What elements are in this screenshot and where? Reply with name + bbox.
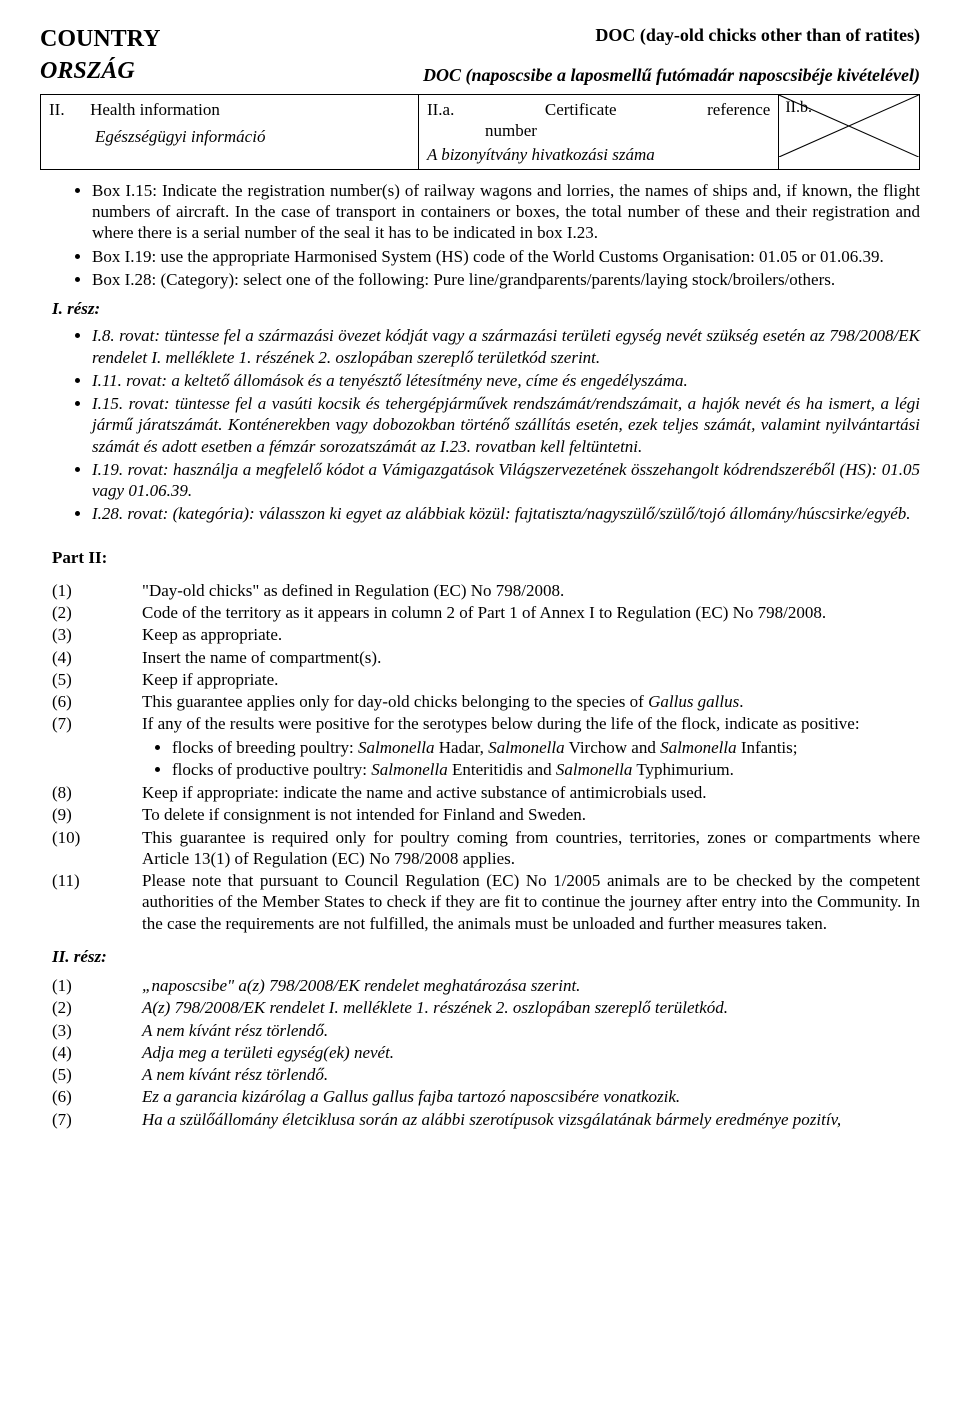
cert-hu: A bizonyítvány hivatkozási száma xyxy=(427,144,770,165)
part2-label: Part II: xyxy=(52,547,920,568)
num-val: This guarantee is required only for poul… xyxy=(142,827,920,870)
resz2-label: II. rész: xyxy=(52,946,920,967)
list-item: I.28. rovat: (kategória): válasszon ki e… xyxy=(92,503,920,524)
num-val: Insert the name of compartment(s). xyxy=(142,647,920,668)
banner-table: II. Health information Egészségügyi info… xyxy=(40,94,920,170)
list-item: Box I.19: use the appropriate Harmonised… xyxy=(92,246,920,267)
num-key: (4) xyxy=(52,1042,142,1063)
list-item: flocks of breeding poultry: Salmonella H… xyxy=(172,737,920,758)
health-info-en: Health information xyxy=(90,100,220,119)
num-val: „naposcsibe" a(z) 798/2008/EK rendelet m… xyxy=(142,975,920,996)
cert-word-3: number xyxy=(485,121,537,140)
num-val: Keep if appropriate: indicate the name a… xyxy=(142,782,920,803)
cert-word-2: reference xyxy=(707,99,770,120)
box-list-hu: I.8. rovat: tüntesse fel a származási öv… xyxy=(46,325,920,524)
num-key: (5) xyxy=(52,1064,142,1085)
banner-iib: II.b. xyxy=(779,95,920,170)
num-val: A nem kívánt rész törlendő. xyxy=(142,1064,920,1085)
ii-label: II. xyxy=(49,100,65,119)
list-item: I.11. rovat: a keltető állomások és a te… xyxy=(92,370,920,391)
num-key: (7) xyxy=(52,1109,142,1130)
num-val: Keep if appropriate. xyxy=(142,669,920,690)
num-key: (9) xyxy=(52,804,142,825)
num-val: A nem kívánt rész törlendő. xyxy=(142,1020,920,1041)
num-key: (6) xyxy=(52,691,142,712)
num-key: (10) xyxy=(52,827,142,870)
part2-block: (1)"Day-old chicks" as defined in Regula… xyxy=(46,580,920,934)
num-val: Adja meg a területi egység(ek) nevét. xyxy=(142,1042,920,1063)
doc-type-hu: DOC (naposcsibe a laposmellű futómadár n… xyxy=(423,64,920,87)
list-item: I.19. rovat: használja a megfelelő kódot… xyxy=(92,459,920,502)
num-val: If any of the results were positive for … xyxy=(142,713,920,734)
list-item: Box I.28: (Category): select one of the … xyxy=(92,269,920,290)
list-item: I.8. rovat: tüntesse fel a származási öv… xyxy=(92,325,920,368)
num-val: Please note that pursuant to Council Reg… xyxy=(142,870,920,934)
banner-cert: II.a. Certificate reference number A biz… xyxy=(418,95,778,170)
serotype-sublist: flocks of breeding poultry: Salmonella H… xyxy=(52,737,920,781)
num-key: (3) xyxy=(52,624,142,645)
cross-icon xyxy=(779,95,919,157)
num-val: This guarantee applies only for day-old … xyxy=(142,691,920,712)
iia-label: II.a. xyxy=(427,99,454,120)
cert-word-1: Certificate xyxy=(545,99,617,120)
country-hu: ORSZÁG xyxy=(40,56,135,86)
num-val: Ha a szülőállomány életciklusa során az … xyxy=(142,1109,920,1130)
num-key: (11) xyxy=(52,870,142,934)
resz2-block: (1)„naposcsibe" a(z) 798/2008/EK rendele… xyxy=(46,975,920,1130)
num-val: A(z) 798/2008/EK rendelet I. melléklete … xyxy=(142,997,920,1018)
num-key: (4) xyxy=(52,647,142,668)
health-info-hu: Egészségügyi információ xyxy=(49,126,410,147)
list-item: flocks of productive poultry: Salmonella… xyxy=(172,759,920,780)
list-item: I.15. rovat: tüntesse fel a vasúti kocsi… xyxy=(92,393,920,457)
banner-health: II. Health information Egészségügyi info… xyxy=(41,95,419,170)
num-val: Code of the territory as it appears in c… xyxy=(142,602,920,623)
list-item: Box I.15: Indicate the registration numb… xyxy=(92,180,920,244)
num-val: Keep as appropriate. xyxy=(142,624,920,645)
resz1-label: I. rész: xyxy=(52,298,920,319)
num-key: (1) xyxy=(52,975,142,996)
num-key: (7) xyxy=(52,713,142,734)
num-key: (6) xyxy=(52,1086,142,1107)
num-key: (1) xyxy=(52,580,142,601)
num-key: (3) xyxy=(52,1020,142,1041)
country-en: COUNTRY xyxy=(40,24,161,54)
num-key: (5) xyxy=(52,669,142,690)
num-key: (2) xyxy=(52,602,142,623)
num-key: (2) xyxy=(52,997,142,1018)
num-val: To delete if consignment is not intended… xyxy=(142,804,920,825)
box-list-en: Box I.15: Indicate the registration numb… xyxy=(46,180,920,290)
num-key: (8) xyxy=(52,782,142,803)
num-val: "Day-old chicks" as defined in Regulatio… xyxy=(142,580,920,601)
num-val: Ez a garancia kizárólag a Gallus gallus … xyxy=(142,1086,920,1107)
doc-type-en: DOC (day-old chicks other than of ratite… xyxy=(595,24,920,47)
